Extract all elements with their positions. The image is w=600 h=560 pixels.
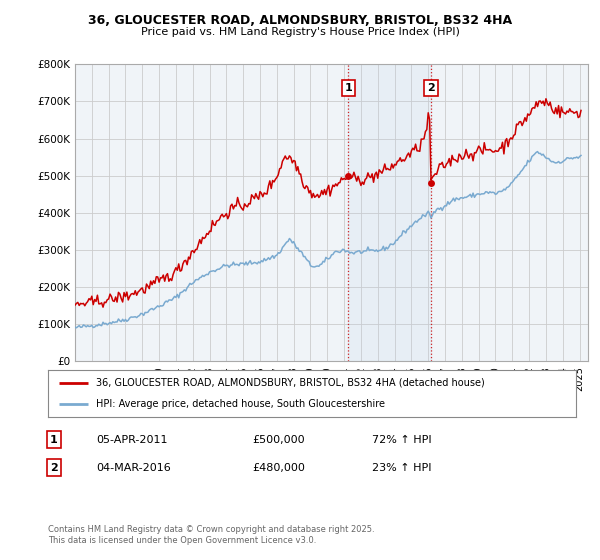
Text: £500,000: £500,000 — [252, 435, 305, 445]
Text: 2: 2 — [427, 83, 435, 93]
Text: 1: 1 — [344, 83, 352, 93]
Text: 36, GLOUCESTER ROAD, ALMONDSBURY, BRISTOL, BS32 4HA: 36, GLOUCESTER ROAD, ALMONDSBURY, BRISTO… — [88, 14, 512, 27]
Text: 04-MAR-2016: 04-MAR-2016 — [96, 463, 171, 473]
Text: HPI: Average price, detached house, South Gloucestershire: HPI: Average price, detached house, Sout… — [95, 399, 385, 409]
Text: Price paid vs. HM Land Registry's House Price Index (HPI): Price paid vs. HM Land Registry's House … — [140, 27, 460, 37]
Text: £480,000: £480,000 — [252, 463, 305, 473]
Text: 1: 1 — [50, 435, 58, 445]
Text: 36, GLOUCESTER ROAD, ALMONDSBURY, BRISTOL, BS32 4HA (detached house): 36, GLOUCESTER ROAD, ALMONDSBURY, BRISTO… — [95, 378, 484, 388]
Text: 72% ↑ HPI: 72% ↑ HPI — [372, 435, 431, 445]
Text: Contains HM Land Registry data © Crown copyright and database right 2025.
This d: Contains HM Land Registry data © Crown c… — [48, 525, 374, 545]
Text: 05-APR-2011: 05-APR-2011 — [96, 435, 167, 445]
Text: 2: 2 — [50, 463, 58, 473]
Text: 23% ↑ HPI: 23% ↑ HPI — [372, 463, 431, 473]
Bar — [349, 64, 431, 361]
